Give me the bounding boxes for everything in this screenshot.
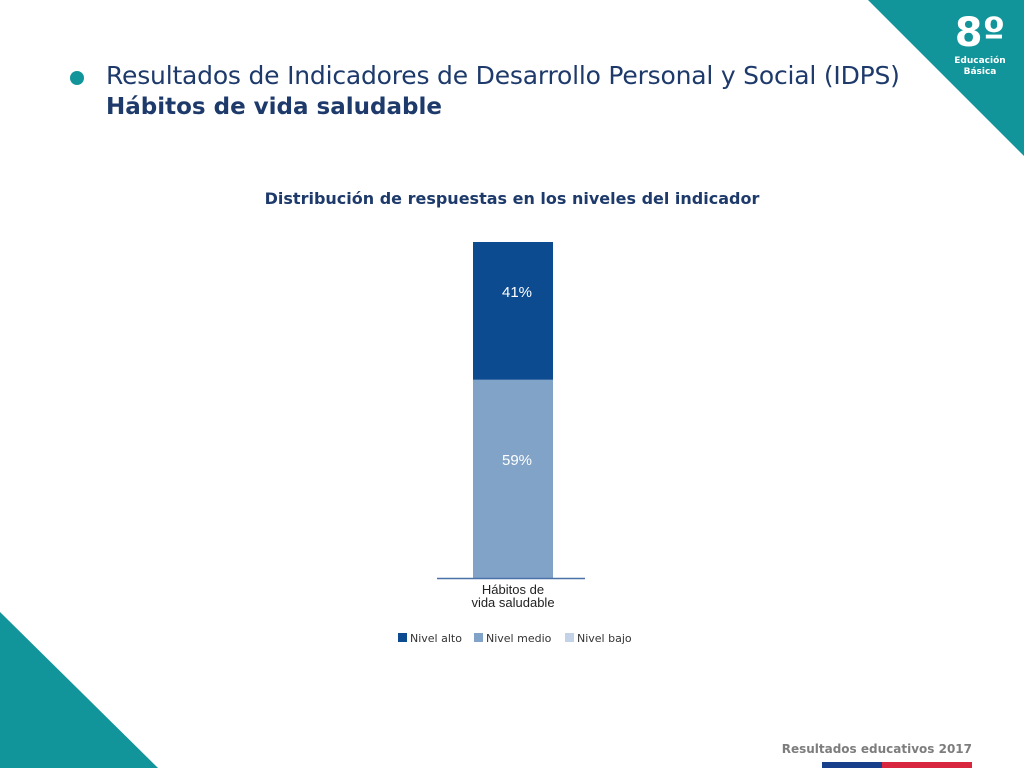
page-title: Resultados de Indicadores de Desarrollo …	[106, 61, 900, 90]
legend-label-nivel-medio: Nivel medio	[486, 632, 552, 645]
legend-swatch-nivel-alto	[398, 633, 407, 642]
x-tick-label: vida saludable	[471, 595, 554, 610]
footer-flag	[822, 762, 972, 768]
chart-title: Distribución de respuestas en los nivele…	[264, 189, 760, 208]
grade-level: Educación Básica	[954, 56, 1006, 77]
x-tick-label: Hábitos de	[482, 582, 544, 597]
flag-red-stripe	[882, 762, 972, 768]
flag-blue-stripe	[822, 762, 882, 768]
grade-number: 8º	[954, 10, 1006, 56]
legend-label-nivel-bajo: Nivel bajo	[577, 632, 632, 645]
legend-swatch-nivel-bajo	[565, 633, 574, 642]
bullet-icon	[70, 71, 84, 85]
legend-label-nivel-alto: Nivel alto	[410, 632, 462, 645]
bar-nivel-alto	[473, 242, 553, 380]
page-subtitle: Hábitos de vida saludable	[106, 94, 442, 120]
bar-nivel-medio	[473, 379, 553, 578]
legend-swatch-nivel-medio	[474, 633, 483, 642]
data-label-nivel-medio: 59%	[502, 452, 532, 469]
grade-badge: 8º Educación Básica	[950, 10, 1010, 78]
footer-text: Resultados educativos 2017	[781, 742, 972, 756]
data-label-nivel-alto: 41%	[502, 284, 532, 301]
